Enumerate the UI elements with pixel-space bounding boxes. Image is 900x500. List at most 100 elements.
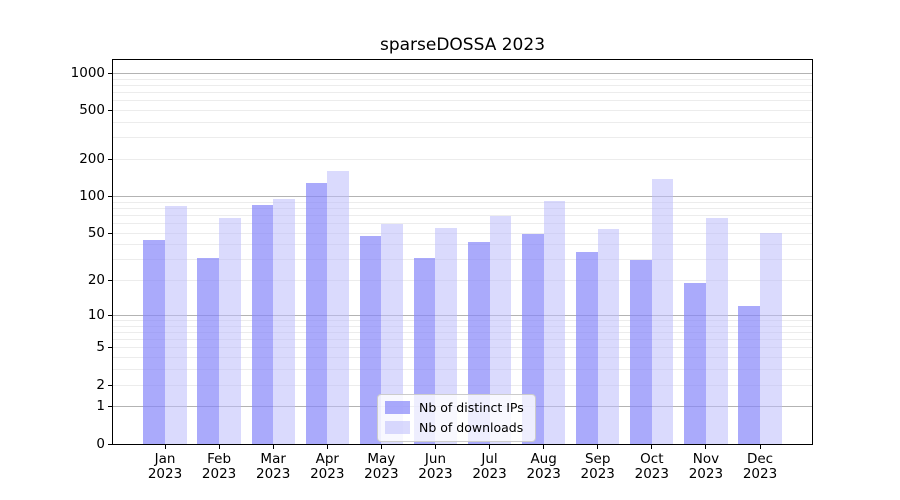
legend-swatch-downloads	[385, 421, 410, 434]
y-tick-label: 5	[96, 339, 105, 356]
legend: Nb of distinct IPs Nb of downloads	[377, 394, 536, 442]
y-tick-label: 2	[96, 376, 105, 393]
x-tick-mark	[326, 445, 328, 449]
y-tick-mark	[108, 384, 112, 386]
minor-gridline	[113, 100, 812, 102]
minor-gridline	[113, 325, 812, 327]
x-tick-mark	[705, 445, 707, 449]
y-tick-label: 100	[79, 187, 105, 204]
y-tick-label: 10	[87, 306, 105, 323]
minor-gridline	[113, 369, 812, 371]
bar-distinct-ips-jan	[143, 239, 165, 444]
minor-gridline	[113, 223, 812, 224]
y-tick-mark	[108, 110, 112, 112]
minor-gridline	[113, 207, 812, 209]
x-tick-mark	[218, 445, 220, 449]
minor-gridline	[113, 320, 812, 321]
x-tick-label: Jul 2023	[472, 451, 507, 482]
bar-distinct-ips-sep	[576, 251, 598, 444]
major-gridline	[113, 195, 812, 197]
minor-gridline	[113, 384, 812, 386]
y-tick-mark	[108, 232, 112, 234]
minor-gridline	[113, 201, 812, 203]
y-tick-label: 200	[79, 151, 105, 168]
bar-downloads-sep	[597, 229, 620, 444]
minor-gridline	[113, 137, 812, 139]
x-tick-label: May 2023	[364, 451, 399, 482]
legend-label-downloads: Nb of downloads	[419, 420, 524, 435]
minor-gridline	[113, 214, 812, 216]
x-tick-mark	[272, 445, 274, 449]
top-spine	[113, 58, 812, 60]
x-tick-mark	[434, 445, 436, 449]
x-tick-mark	[380, 445, 382, 449]
chart-title: sparseDOSSA 2023	[379, 35, 546, 55]
minor-gridline	[113, 244, 812, 246]
minor-gridline	[113, 122, 812, 123]
minor-gridline	[113, 280, 812, 282]
x-tick-label: Dec 2023	[742, 451, 778, 482]
bar-distinct-ips-may	[359, 236, 382, 444]
x-tick-mark	[489, 445, 491, 449]
legend-swatch-distinct-ips	[385, 401, 410, 414]
bar-downloads-oct	[651, 179, 674, 444]
bar-distinct-ips-aug	[522, 234, 544, 444]
minor-gridline	[113, 331, 812, 333]
legend-row-distinct-ips: Nb of distinct IPs	[385, 400, 524, 415]
x-tick-label: Sep 2023	[580, 451, 615, 482]
bar-downloads-dec	[760, 233, 782, 444]
x-tick-label: Jun 2023	[418, 451, 453, 482]
bottom-spine	[113, 444, 813, 446]
bar-downloads-jul	[489, 216, 512, 444]
x-tick-mark	[597, 445, 599, 449]
y-tick-mark	[108, 195, 112, 197]
bar-downloads-mar	[273, 198, 295, 444]
x-tick-label: Apr 2023	[310, 451, 345, 482]
x-tick-mark	[164, 445, 166, 449]
right-spine	[812, 58, 814, 445]
y-tick-label: 500	[79, 102, 105, 119]
bar-distinct-ips-mar	[251, 205, 274, 444]
minor-gridline	[113, 110, 812, 112]
bar-distinct-ips-feb	[197, 258, 220, 444]
minor-gridline	[113, 92, 812, 94]
y-tick-mark	[108, 406, 112, 408]
bar-distinct-ips-jul	[467, 242, 490, 444]
x-tick-label: Feb 2023	[201, 451, 237, 482]
x-tick-label: Nov 2023	[688, 451, 724, 482]
bar-downloads-apr	[327, 171, 349, 444]
left-spine	[112, 58, 114, 445]
bar-downloads-may	[381, 223, 403, 444]
minor-gridline	[113, 84, 812, 86]
bar-distinct-ips-oct	[630, 259, 652, 444]
bar-downloads-jan	[165, 205, 187, 444]
bar-downloads-jun	[435, 228, 458, 444]
x-tick-label: Mar 2023	[255, 451, 291, 482]
y-tick-mark	[108, 347, 112, 349]
y-tick-mark	[108, 159, 112, 161]
bar-downloads-aug	[543, 200, 566, 444]
y-tick-mark	[108, 280, 112, 282]
x-tick-label: Jan 2023	[147, 451, 183, 482]
minor-gridline	[113, 159, 812, 161]
bar-distinct-ips-nov	[684, 283, 706, 444]
bar-distinct-ips-dec	[738, 306, 760, 444]
x-tick-mark	[651, 445, 653, 449]
y-tick-mark	[108, 314, 112, 316]
major-gridline	[113, 72, 812, 74]
legend-row-downloads: Nb of downloads	[385, 420, 524, 435]
x-tick-label: Oct 2023	[634, 451, 669, 482]
y-tick-label: 0	[96, 435, 105, 452]
minor-gridline	[113, 357, 812, 359]
bar-downloads-feb	[219, 218, 241, 444]
minor-gridline	[113, 78, 812, 80]
minor-gridline	[113, 232, 812, 234]
minor-gridline	[113, 339, 812, 341]
x-tick-mark	[759, 445, 761, 449]
legend-label-distinct-ips: Nb of distinct IPs	[419, 400, 524, 415]
major-gridline	[113, 314, 812, 316]
x-tick-mark	[543, 445, 545, 449]
minor-gridline	[113, 347, 812, 349]
y-tick-label: 50	[87, 224, 105, 241]
